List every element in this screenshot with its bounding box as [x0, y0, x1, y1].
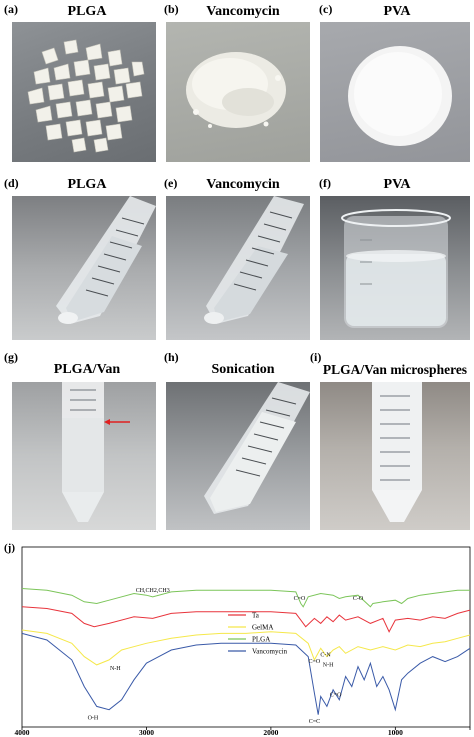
- plga-tube-photo: [12, 196, 156, 340]
- x-tick-label: 1000: [388, 728, 403, 737]
- panel-letter: (g): [4, 350, 18, 364]
- legend-label: Vancomycin: [252, 648, 287, 656]
- chart-panel-label: (j): [4, 542, 15, 554]
- peak-annotation: C=O: [294, 596, 306, 602]
- vancomycin-tube-photo: [166, 196, 310, 340]
- peak-annotation: C=O: [309, 659, 321, 665]
- panel-letter: (h): [164, 350, 179, 364]
- x-tick-label: 4000: [15, 728, 30, 737]
- pva-powder-photo: [320, 22, 470, 162]
- peak-annotation: C-N: [320, 653, 331, 659]
- panel-letter: (f): [319, 176, 331, 190]
- pva-beaker-photo: [320, 196, 470, 340]
- peak-annotation: CH,CH2,CH3: [136, 588, 170, 594]
- series-line-plga: [21, 588, 470, 608]
- vancomycin-powder-photo: [166, 22, 310, 162]
- panel-title: PVA: [383, 177, 411, 192]
- panel-title: PLGA: [67, 177, 107, 192]
- panel-letter: (e): [164, 176, 178, 190]
- panel-letter: (c): [319, 2, 333, 16]
- panel-letter: (a): [4, 2, 18, 16]
- peak-annotation: C=C: [309, 719, 320, 725]
- sonication-tube-photo: [166, 382, 310, 530]
- series-line-gelma: [21, 629, 471, 666]
- panel-letter: (i): [310, 350, 322, 364]
- plga-pellets-photo: [12, 22, 156, 162]
- series-line-vancomycin: [21, 632, 471, 715]
- panel-letter: (d): [4, 176, 19, 190]
- panel-title: Vancomycin: [206, 4, 280, 19]
- panel-title: PVA: [383, 4, 411, 19]
- panel-title: PLGA/Van microspheres: [322, 362, 468, 377]
- x-tick-label: 3000: [139, 728, 154, 737]
- legend-label: PLGA: [252, 636, 270, 644]
- panel-title: Vancomycin: [206, 177, 280, 192]
- peak-annotation: N-H: [110, 666, 121, 672]
- peak-annotation: O-H: [88, 716, 99, 722]
- legend-label: GelMA: [252, 624, 273, 632]
- peak-annotation: C=O: [330, 692, 342, 698]
- plga-van-tube-photo: [12, 382, 156, 530]
- microspheres-tube-photo: [320, 382, 470, 530]
- x-tick-label: 2000: [263, 728, 278, 737]
- plot-frame: [21, 546, 471, 728]
- peak-annotation: N-H: [323, 663, 334, 669]
- panel-title: Sonication: [211, 362, 275, 377]
- panel-title: PLGA/Van: [53, 362, 121, 377]
- panel-letter: (b): [164, 2, 179, 16]
- legend: Ta GelMA PLGA Vancomycin: [228, 612, 287, 656]
- peak-annotation: C-O: [353, 596, 364, 602]
- panel-title: PLGA: [67, 4, 107, 19]
- series-line-ta: [21, 606, 471, 633]
- legend-label: Ta: [252, 612, 260, 620]
